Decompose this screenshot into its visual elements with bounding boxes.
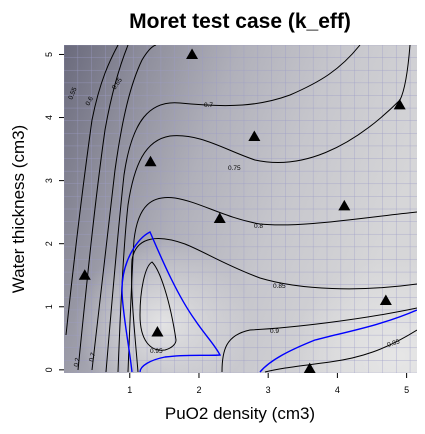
design-point-marker — [303, 362, 316, 373]
contour-line-0.85-outer — [131, 238, 417, 373]
x-tick-label: 3 — [266, 385, 271, 395]
contour-line-0.55 — [65, 45, 119, 336]
x-tick-label: 1 — [127, 385, 132, 395]
design-point-marker — [144, 155, 157, 167]
design-points — [78, 48, 406, 373]
contour-label-0.6: 0.6 — [85, 95, 96, 107]
design-point-marker — [379, 294, 392, 305]
contour-label-0.55: 0.55 — [67, 86, 78, 101]
design-point-marker — [393, 98, 406, 110]
x-axis-label: PuO2 density (cm3) — [165, 404, 315, 423]
chart-title: Moret test case (k_eff) — [129, 10, 351, 33]
y-tick-label: 3 — [44, 178, 54, 183]
design-point-marker — [186, 48, 199, 59]
contour-label-0.7: 0.7 — [204, 102, 213, 109]
plot-area: 0.55 0.6 0.65 0.7 0.75 0.8 0.85 0.9 0.95… — [64, 45, 417, 373]
contour-label-0.85: 0.85 — [273, 283, 286, 290]
design-point-marker — [78, 269, 91, 280]
contour-line-0.6 — [77, 45, 129, 371]
design-point-marker — [338, 199, 351, 211]
contour-line-0.7 — [105, 45, 361, 373]
contour-line-0.65 — [91, 45, 157, 371]
x-tick-label: 5 — [404, 385, 409, 395]
contour-label-0.8: 0.8 — [254, 223, 263, 230]
x-axis: 1 2 3 4 5 — [127, 373, 409, 395]
y-tick-label: 2 — [44, 241, 54, 246]
design-point-marker — [151, 326, 164, 337]
design-point-marker — [248, 130, 261, 141]
contour-label-0.2: 0.2 — [73, 357, 82, 367]
contour-line-0.9-top — [221, 307, 417, 373]
contour-line-0.85-inner — [139, 261, 177, 351]
y-axis: 0 1 2 3 4 5 — [44, 52, 64, 372]
contour-line-0.95 — [121, 231, 417, 373]
contour-label-0.9: 0.9 — [270, 328, 279, 335]
x-tick-label: 2 — [196, 385, 201, 395]
y-tick-label: 4 — [44, 115, 54, 120]
contour-label-0.7-bottom: 0.7 — [88, 352, 97, 363]
contour-line-0.9-bottom — [264, 329, 417, 373]
x-tick-label: 4 — [335, 385, 340, 395]
contour-label-0.95-right: 0.95 — [386, 338, 401, 349]
y-tick-label: 5 — [44, 52, 54, 57]
y-tick-label: 1 — [44, 304, 54, 309]
y-tick-label: 0 — [44, 367, 54, 372]
y-axis-label: Water thickness (cm3) — [9, 125, 28, 293]
contour-label-0.95-left: 0.95 — [150, 348, 163, 355]
design-point-marker — [213, 212, 226, 223]
contour-label-0.75: 0.75 — [228, 165, 241, 172]
